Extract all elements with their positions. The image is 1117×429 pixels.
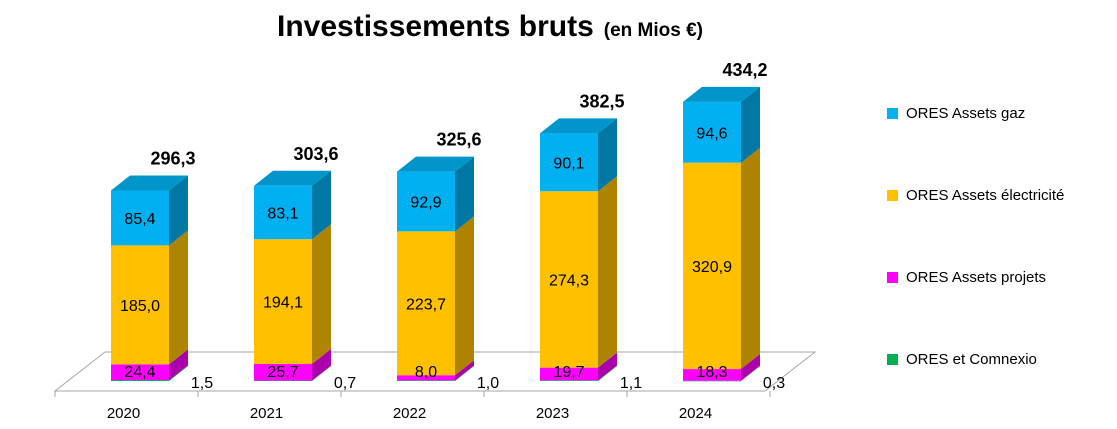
total-label: 382,5 <box>579 91 624 111</box>
legend-label: ORES Assets électricité <box>906 187 1064 204</box>
bar-ores-assets-gaz-2022 <box>397 171 455 232</box>
legend-item: ORES Assets gaz <box>887 105 1025 122</box>
x-tick-label: 2022 <box>393 405 426 422</box>
data-label: 85,4 <box>124 211 155 228</box>
data-label: 8,0 <box>415 364 437 381</box>
bar-side-ores-et-comnexio-2020 <box>169 365 188 381</box>
data-label: 1,0 <box>477 375 499 392</box>
data-label: 0,3 <box>763 375 785 392</box>
total-label: 303,6 <box>293 144 338 164</box>
bar-side-ores-et-comnexio-2022 <box>455 365 474 381</box>
bar-ores-assets-gaz-2024 <box>683 101 741 163</box>
bars: 1,5 24,4 185,0 85,4 296,3 0,7 25,7 194,1 83,1 303… <box>111 60 785 392</box>
bar-top-face-2021 <box>254 170 331 186</box>
data-label: 92,9 <box>410 195 441 212</box>
bar-ores-et-comnexio-2022 <box>397 380 455 381</box>
data-label: 18,3 <box>696 364 727 381</box>
bar-side-ores-et-comnexio-2021 <box>312 365 331 381</box>
bar-ores-assets-projets-2022 <box>397 375 455 381</box>
total-label: 296,3 <box>150 148 195 168</box>
legend-swatch <box>887 108 898 119</box>
bar-ores-et-comnexio-2024 <box>683 380 741 382</box>
bar-ores-assets-projets-2024 <box>683 369 741 381</box>
legend-label: ORES Assets gaz <box>906 105 1025 122</box>
data-label: 274,3 <box>549 272 589 289</box>
x-tick-label: 2024 <box>679 405 712 422</box>
total-label: 434,2 <box>722 60 767 80</box>
total-label: 325,6 <box>436 130 481 150</box>
data-label: 223,7 <box>406 296 446 313</box>
data-label: 1,5 <box>191 375 213 392</box>
bar-ores-et-comnexio-2021 <box>254 380 312 382</box>
bar-side-ores-assets-projets-2020 <box>169 349 188 381</box>
data-label: 0,7 <box>334 375 356 392</box>
bar-ores-assets-lectricit-2021 <box>254 239 312 365</box>
bar-stack-2022: 1,0 8,0 223,7 92,9 325,6 <box>397 130 499 392</box>
x-axis-ticks: 2020 2021 2022 2023 2024 <box>107 405 712 422</box>
bar-top-face-2020 <box>111 175 188 191</box>
data-label: 94,6 <box>696 125 727 142</box>
bar-top-face-2023 <box>540 118 617 134</box>
data-label: 19,7 <box>553 364 584 381</box>
bar-side-ores-assets-gaz-2021 <box>312 170 331 240</box>
bar-stack-2023: 1,1 19,7 274,3 90,1 382,5 <box>540 91 642 392</box>
bar-side-ores-assets-lectricit-2020 <box>169 230 188 365</box>
bar-top-face-2022 <box>397 156 474 172</box>
bar-ores-assets-projets-2023 <box>540 367 598 381</box>
bar-ores-assets-lectricit-2022 <box>397 231 455 376</box>
bar-ores-et-comnexio-2020 <box>111 380 169 381</box>
bar-side-ores-assets-lectricit-2021 <box>312 224 331 365</box>
data-label: 185,0 <box>120 298 160 315</box>
legend: ORES Assets gaz ORES Assets électricité OR… <box>887 105 1064 368</box>
bar-ores-assets-lectricit-2020 <box>111 245 169 365</box>
bar-ores-assets-projets-2020 <box>111 364 169 381</box>
bar-side-ores-et-comnexio-2023 <box>598 365 617 381</box>
bar-ores-assets-lectricit-2023 <box>540 191 598 368</box>
x-tick-label: 2020 <box>107 405 140 422</box>
bar-ores-assets-lectricit-2024 <box>683 162 741 370</box>
legend-swatch <box>887 272 898 283</box>
data-label: 24,4 <box>124 364 155 381</box>
bar-stack-2020: 1,5 24,4 185,0 85,4 296,3 <box>111 148 213 392</box>
legend-label: ORES Assets projets <box>906 269 1046 286</box>
bar-side-ores-assets-gaz-2023 <box>598 118 617 192</box>
bar-side-ores-assets-gaz-2022 <box>455 156 474 232</box>
data-label: 90,1 <box>553 155 584 172</box>
bar-stack-2021: 0,7 25,7 194,1 83,1 303,6 <box>254 144 356 392</box>
bar-ores-assets-gaz-2023 <box>540 133 598 192</box>
bar-side-ores-assets-projets-2023 <box>598 352 617 381</box>
bar-stack-2024: 0,3 18,3 320,9 94,6 434,2 <box>683 60 785 392</box>
bar-side-ores-assets-gaz-2020 <box>169 175 188 246</box>
bar-side-ores-assets-lectricit-2022 <box>455 216 474 376</box>
chart-title: Investissements bruts (en Mios €) <box>277 10 703 43</box>
data-label: 83,1 <box>267 206 298 223</box>
bar-ores-assets-gaz-2020 <box>111 190 169 246</box>
data-label: 25,7 <box>267 364 298 381</box>
x-tick-label: 2023 <box>536 405 569 422</box>
bar-side-ores-assets-projets-2021 <box>312 349 331 381</box>
bar-side-ores-assets-gaz-2024 <box>741 86 760 163</box>
bar-side-ores-assets-projets-2024 <box>741 354 760 381</box>
legend-item: ORES Assets projets <box>887 269 1046 286</box>
bar-ores-assets-projets-2021 <box>254 364 312 381</box>
bar-side-ores-assets-projets-2022 <box>455 360 474 381</box>
bar-top-face-2024 <box>683 86 760 102</box>
bar-side-ores-et-comnexio-2024 <box>741 365 760 381</box>
data-label: 320,9 <box>692 259 732 276</box>
bar-ores-assets-gaz-2021 <box>254 185 312 240</box>
legend-item: ORES et Comnexio <box>887 351 1037 368</box>
legend-item: ORES Assets électricité <box>887 187 1064 204</box>
bar-side-ores-assets-lectricit-2024 <box>741 147 760 370</box>
data-label: 1,1 <box>620 375 642 392</box>
data-label: 194,1 <box>263 295 303 312</box>
legend-label: ORES et Comnexio <box>906 351 1037 368</box>
legend-swatch <box>887 190 898 201</box>
bar-side-ores-assets-lectricit-2023 <box>598 176 617 368</box>
legend-swatch <box>887 354 898 365</box>
x-tick-label: 2021 <box>250 405 283 422</box>
bar-ores-et-comnexio-2023 <box>540 380 598 381</box>
